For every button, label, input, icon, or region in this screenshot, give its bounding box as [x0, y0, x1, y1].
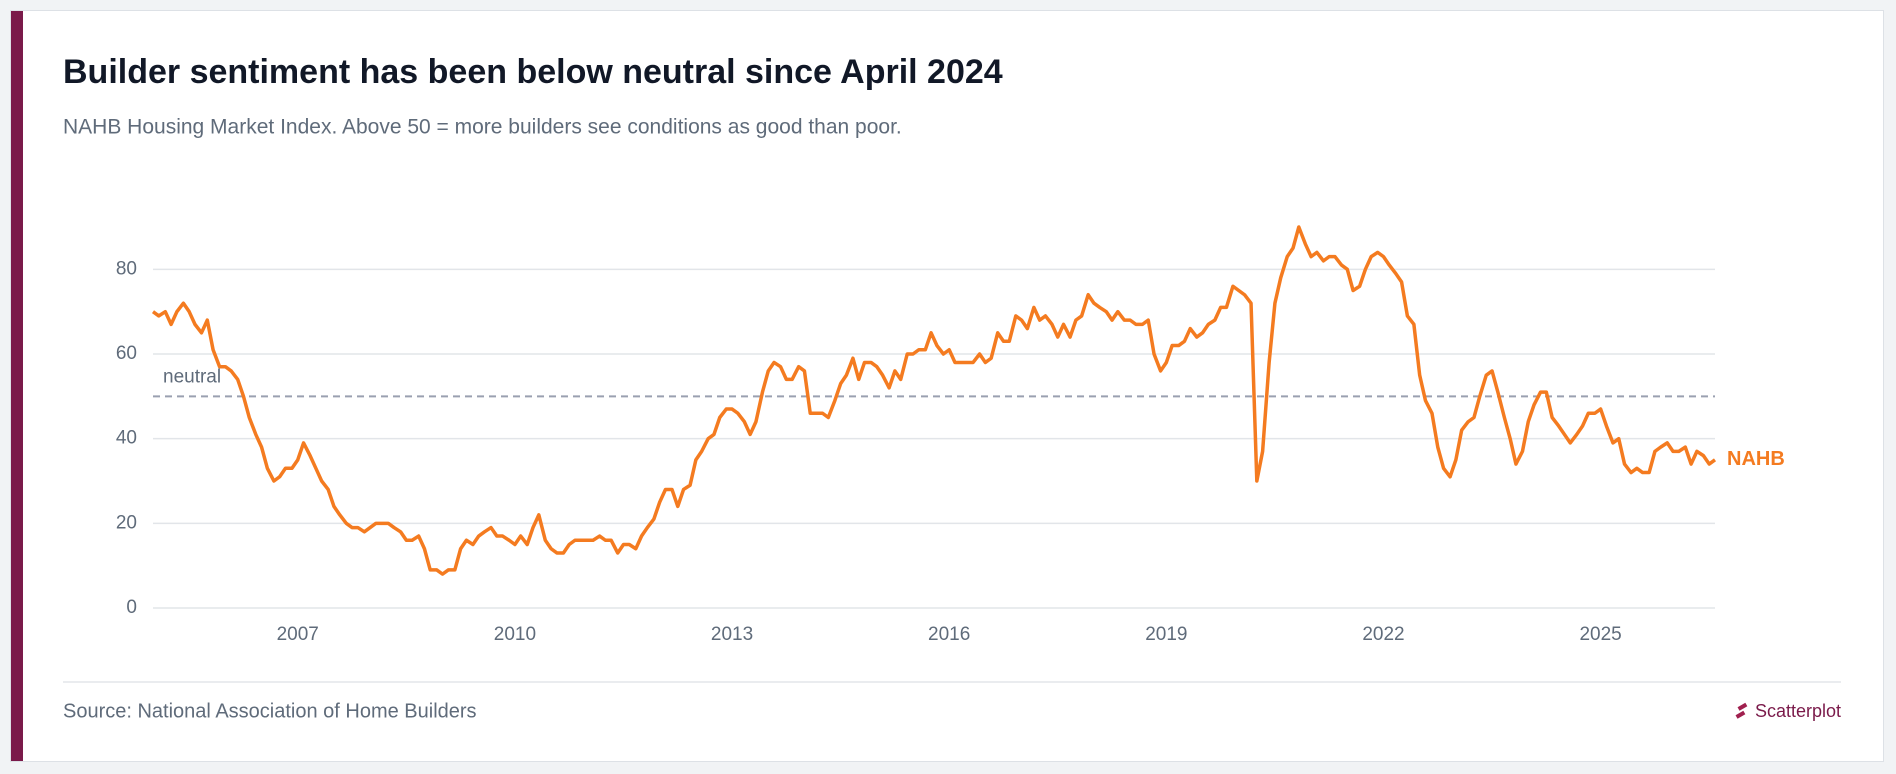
x-tick-label: 2025	[1579, 624, 1621, 645]
y-tick-label: 20	[116, 512, 137, 533]
series-label: NAHB	[1727, 448, 1785, 470]
reference-label: neutral	[163, 366, 221, 387]
x-tick-label: 2013	[711, 624, 753, 645]
x-tick-label: 2022	[1362, 624, 1404, 645]
y-tick-label: 80	[116, 258, 137, 279]
x-tick-label: 2019	[1145, 624, 1187, 645]
card: Builder sentiment has been below neutral…	[10, 10, 1884, 762]
chart: Builder sentiment has been below neutral…	[63, 53, 1841, 722]
chart-subtitle: NAHB Housing Market Index. Above 50 = mo…	[63, 116, 902, 139]
series-line	[151, 225, 1717, 576]
x-tick-label: 2007	[277, 624, 319, 645]
x-tick-label: 2010	[494, 624, 536, 645]
source: Source: National Association of Home Bui…	[63, 700, 477, 722]
brand: Scatterplot	[1755, 701, 1841, 721]
y-tick-label: 40	[116, 428, 137, 449]
y-tick-label: 60	[116, 343, 137, 364]
chart-title: Builder sentiment has been below neutral…	[63, 53, 1003, 91]
accent-bar	[11, 11, 23, 761]
x-tick-label: 2016	[928, 624, 970, 645]
y-tick-label: 0	[126, 597, 137, 618]
brand-icon	[1735, 702, 1748, 719]
